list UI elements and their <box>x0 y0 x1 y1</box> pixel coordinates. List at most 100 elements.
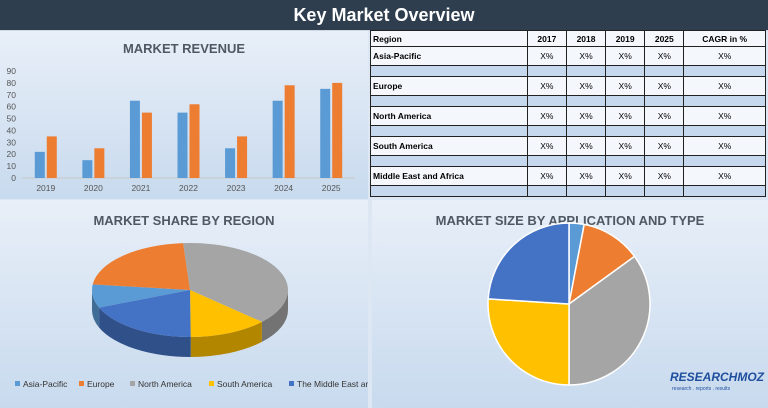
market-share-chart: Asia-Pacific Europe North America South Ame… <box>15 243 368 389</box>
y-tick-label: 0 <box>11 173 16 183</box>
table-row: North America X% X% X% X% X% <box>370 105 766 126</box>
market-size-chart <box>487 222 651 386</box>
table-spacer-row <box>370 94 766 107</box>
bar <box>272 100 283 178</box>
table-spacer-cell <box>605 124 646 137</box>
legend-swatch <box>79 381 84 386</box>
x-tick-label: 2019 <box>36 183 55 193</box>
table-spacer-cell <box>526 124 567 137</box>
table-cell: X% <box>644 46 685 66</box>
table-spacer-cell <box>683 64 766 78</box>
y-tick-label: 50 <box>7 114 17 124</box>
market-size-title: MARKET SIZE BY APPLICATION AND TYPE <box>435 213 705 228</box>
table-cell: X% <box>683 165 766 186</box>
table-header-cell: 2025 <box>644 30 685 47</box>
table-spacer-cell <box>605 184 646 198</box>
pie-slice-side <box>261 290 288 342</box>
y-tick-label: 30 <box>7 137 17 147</box>
table-header-cell: Region <box>370 30 528 47</box>
table-header-cell: 2017 <box>526 30 567 47</box>
bar <box>34 151 45 178</box>
table-spacer-cell <box>683 124 766 137</box>
table-spacer-cell <box>565 94 607 107</box>
bar <box>141 112 152 178</box>
bar <box>237 136 248 178</box>
table-header-row: Region 2017 2018 2019 2025 CAGR in % <box>370 30 766 47</box>
table-row: Asia-Pacific X% X% X% X% X% <box>370 46 766 66</box>
bar <box>46 136 57 178</box>
x-tick-label: 2022 <box>179 183 198 193</box>
table-spacer-cell <box>526 184 567 198</box>
table-spacer-cell <box>644 154 685 167</box>
table-spacer-cell <box>644 124 685 137</box>
market-share-panel: MARKET SHARE BY REGION Asia-Pacific Europ… <box>0 200 368 408</box>
table-spacer-row <box>370 184 766 198</box>
y-tick-label: 10 <box>7 161 17 171</box>
table-cell: X% <box>565 105 607 126</box>
pie-slice <box>567 223 636 306</box>
table-spacer-cell <box>370 94 528 107</box>
y-tick-label: 20 <box>7 149 17 159</box>
x-tick-label: 2025 <box>322 183 341 193</box>
pie-slice <box>190 290 262 337</box>
table-spacer-cell <box>565 184 607 198</box>
table-row: Europe X% X% X% X% X% <box>370 75 766 96</box>
market-share-title: MARKET SHARE BY REGION <box>93 213 275 228</box>
table-cell: X% <box>683 46 766 66</box>
y-tick-label: 90 <box>7 66 17 76</box>
table-cell: X% <box>644 75 685 96</box>
legend-swatch <box>209 381 214 386</box>
table-spacer-cell <box>605 154 646 167</box>
table-cell: X% <box>565 75 607 96</box>
researchmoz-logo: RESEARCHMOZ <box>670 370 765 384</box>
y-tick-label: 70 <box>7 90 17 100</box>
table-spacer-cell <box>683 154 766 167</box>
bar <box>177 112 188 178</box>
table-cell: X% <box>683 75 766 96</box>
page-title: Key Market Overview <box>293 5 475 25</box>
bar <box>82 160 93 178</box>
table-cell: X% <box>644 135 685 156</box>
table-cell: X% <box>683 105 766 126</box>
legend-label: South America <box>217 379 273 389</box>
table-cell: X% <box>644 105 685 126</box>
table-cell: Middle East and Africa <box>370 165 528 186</box>
table-cell: Europe <box>370 75 528 96</box>
table-header-cell: CAGR in % <box>683 30 766 47</box>
table-spacer-cell <box>683 94 766 107</box>
table-cell: X% <box>565 46 607 66</box>
pie-slice-side <box>99 307 191 357</box>
table-row: South America X% X% X% X% X% <box>370 135 766 156</box>
table-spacer-cell <box>644 64 685 78</box>
table-cell: X% <box>605 46 646 66</box>
pie-slice <box>99 290 191 337</box>
pie-slice-side <box>92 290 100 328</box>
bar <box>129 100 140 178</box>
legend-label: North America <box>138 379 192 389</box>
pie-slice <box>487 298 570 386</box>
y-tick-label: 80 <box>7 78 17 88</box>
table-spacer-cell <box>605 94 646 107</box>
table-row: Middle East and Africa X% X% X% X% X% <box>370 165 766 186</box>
market-revenue-panel: MARKET REVENUE 0 10 20 30 40 50 60 70 80 90 2019 20… <box>0 31 368 199</box>
table-spacer-cell <box>370 64 528 78</box>
table-spacer-row <box>370 124 766 137</box>
legend-swatch <box>15 381 20 386</box>
table-spacer-cell <box>565 154 607 167</box>
header-bar: Key Market Overview <box>0 0 768 31</box>
table-cell: X% <box>526 75 567 96</box>
table-spacer-cell <box>644 94 685 107</box>
legend-label: The Middle East and Africa <box>297 379 368 389</box>
pie-slice <box>183 243 288 322</box>
table-cell: X% <box>565 165 607 186</box>
table-spacer-cell <box>370 124 528 137</box>
table-cell: South America <box>370 135 528 156</box>
legend-label: Europe <box>87 379 115 389</box>
pie-slice <box>568 255 651 386</box>
table-spacer-cell <box>565 124 607 137</box>
x-tick-label: 2021 <box>131 183 150 193</box>
legend-swatch <box>130 381 135 386</box>
table-spacer-cell <box>370 154 528 167</box>
table-cell: X% <box>526 135 567 156</box>
